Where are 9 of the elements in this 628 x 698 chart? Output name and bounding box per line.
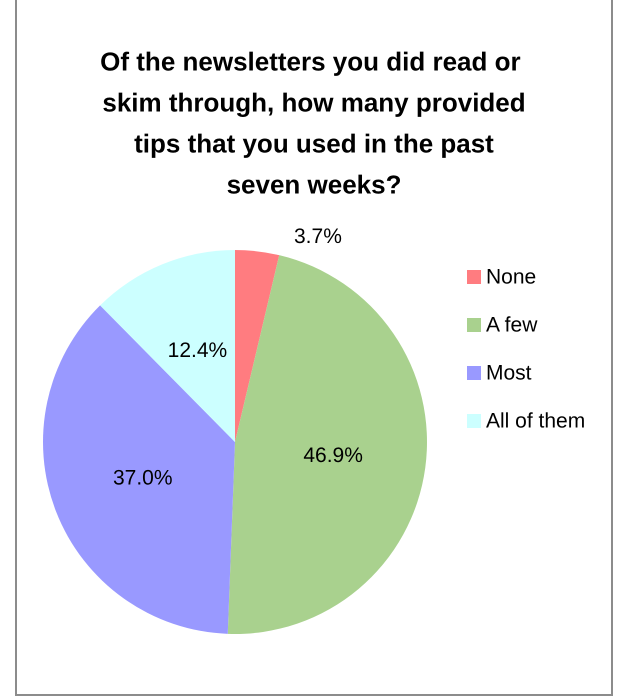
- legend-label: A few: [486, 314, 538, 336]
- data-label: 37.0%: [112, 466, 172, 490]
- chart-title: Of the newsletters you did read or skim through, how many provided tips that you used in the past seven weeks?: [100, 46, 528, 200]
- legend-label: None: [486, 266, 536, 288]
- data-label: 3.7%: [294, 224, 342, 248]
- legend-label: All of them: [486, 410, 586, 432]
- data-label: 12.4%: [168, 338, 228, 362]
- legend-label: Most: [486, 362, 532, 384]
- data-label: 46.9%: [303, 444, 363, 467]
